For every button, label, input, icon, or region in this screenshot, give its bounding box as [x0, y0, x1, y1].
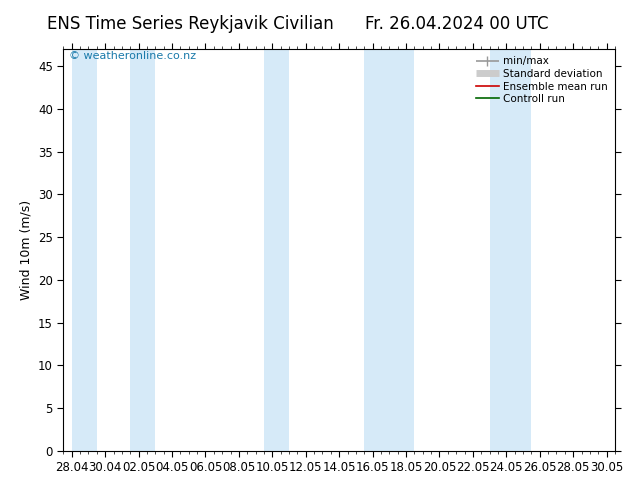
Bar	[264, 49, 289, 451]
Bar	[130, 49, 155, 451]
Text: © weatheronline.co.nz: © weatheronline.co.nz	[69, 51, 196, 61]
Bar	[72, 49, 97, 451]
Bar	[365, 49, 415, 451]
Legend: min/max, Standard deviation, Ensemble mean run, Controll run: min/max, Standard deviation, Ensemble me…	[474, 54, 610, 106]
Text: Fr. 26.04.2024 00 UTC: Fr. 26.04.2024 00 UTC	[365, 15, 548, 33]
Text: ENS Time Series Reykjavik Civilian: ENS Time Series Reykjavik Civilian	[47, 15, 333, 33]
Y-axis label: Wind 10m (m/s): Wind 10m (m/s)	[20, 200, 32, 300]
Bar	[489, 49, 531, 451]
